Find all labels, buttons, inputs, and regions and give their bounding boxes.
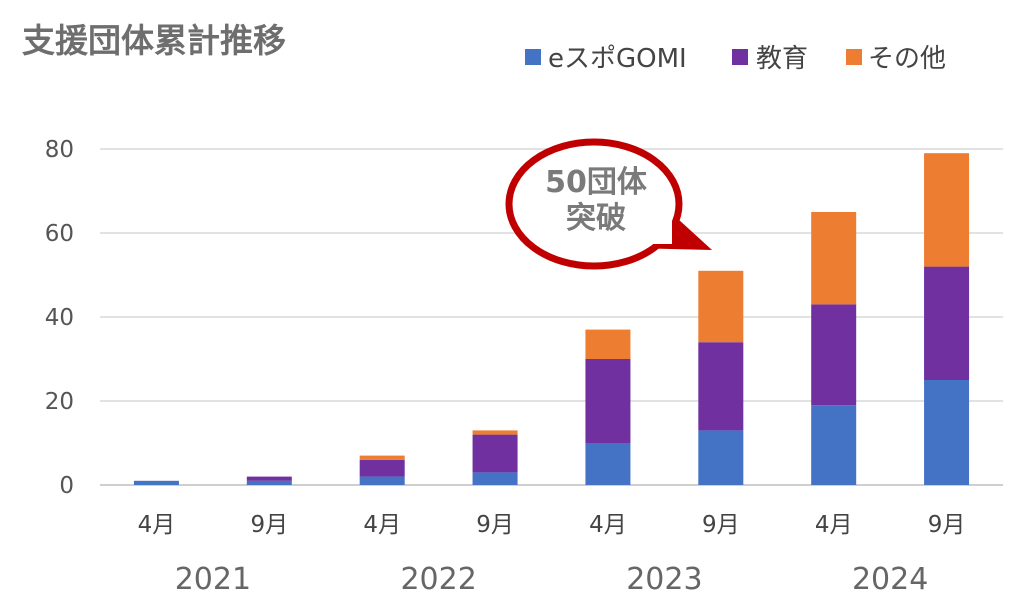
x-tick-label-8: 9月 — [928, 512, 966, 538]
bar-2-esports-gomi — [246, 480, 292, 485]
bar-8-esports-gomi — [924, 380, 970, 485]
bar-4-other — [472, 430, 518, 435]
bar-5-education — [585, 359, 631, 443]
y-tick-label-40: 40 — [45, 305, 74, 331]
x-tick-label-5: 4月 — [589, 512, 627, 538]
callout-50-groups: 50団体 突破 — [505, 138, 712, 270]
year-label-2021: 2021 — [175, 562, 251, 597]
year-label-2024: 2024 — [852, 562, 928, 597]
bar-3-other — [359, 455, 405, 460]
x-tick-label-6: 9月 — [702, 512, 740, 538]
bars — [133, 153, 970, 485]
bar-6-esports-gomi — [698, 430, 744, 485]
bar-8-education — [924, 266, 970, 380]
legend-swatch-esports-gomi — [525, 49, 541, 65]
year-labels: 2021 2022 2023 2024 — [175, 562, 929, 597]
bar-4-esports-gomi — [472, 472, 518, 485]
x-tick-label-4: 9月 — [476, 512, 514, 538]
bar-4-education — [472, 434, 518, 473]
bar-1-esports-gomi — [133, 480, 179, 485]
bar-3-esports-gomi — [359, 476, 405, 485]
bar-2-education — [246, 476, 292, 481]
legend-swatch-education — [732, 49, 748, 65]
bar-8-other — [924, 153, 970, 267]
x-axis-ticks: 4月 9月 4月 9月 4月 9月 4月 9月 — [138, 512, 966, 538]
callout-line-2: 突破 — [566, 201, 626, 236]
y-tick-label-20: 20 — [45, 389, 74, 415]
legend: eスポGOMI 教育 その他 — [525, 44, 946, 74]
chart-title: 支援団体累計推移 — [22, 21, 286, 60]
bar-3-education — [359, 459, 405, 477]
x-tick-label-7: 4月 — [815, 512, 853, 538]
legend-label-education: 教育 — [756, 44, 808, 74]
bar-5-esports-gomi — [585, 443, 631, 485]
bar-7-education — [811, 304, 857, 406]
x-tick-label-3: 4月 — [363, 512, 401, 538]
legend-label-esports-gomi: eスポGOMI — [548, 44, 687, 74]
y-tick-label-60: 60 — [45, 221, 74, 247]
callout-line-1: 50団体 — [545, 165, 648, 200]
bar-5-other — [585, 329, 631, 359]
y-tick-label-80: 80 — [45, 137, 74, 163]
x-tick-label-1: 4月 — [138, 512, 176, 538]
callout-tail-cover — [612, 212, 672, 244]
bar-6-other — [698, 270, 744, 343]
year-label-2023: 2023 — [626, 562, 702, 597]
legend-swatch-other — [846, 49, 862, 65]
y-axis-ticks: 0 20 40 60 80 — [45, 137, 74, 499]
x-tick-label-2: 9月 — [250, 512, 288, 538]
bar-6-education — [698, 342, 744, 431]
bar-7-esports-gomi — [811, 405, 857, 485]
legend-label-other: その他 — [868, 44, 946, 74]
y-tick-label-0: 0 — [59, 473, 74, 499]
year-label-2022: 2022 — [400, 562, 476, 597]
bar-7-other — [811, 212, 857, 305]
